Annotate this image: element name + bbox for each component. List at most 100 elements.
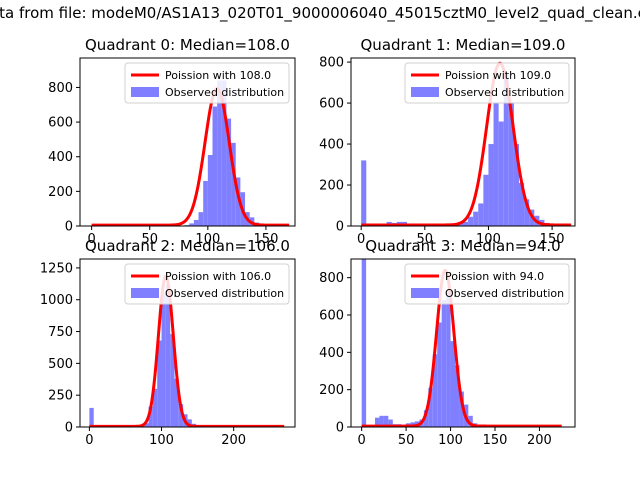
y-tick-label: 400 <box>319 346 344 361</box>
histogram-bar <box>89 407 94 427</box>
histogram-bar <box>441 300 447 427</box>
y-tick-label: 800 <box>48 81 73 96</box>
legend-box <box>404 62 570 104</box>
y-tick-label: 400 <box>319 138 344 153</box>
histogram-bar <box>463 221 469 226</box>
y-tick-label: 250 <box>48 389 73 404</box>
histogram-bar <box>203 180 208 226</box>
histogram-bar <box>432 354 438 427</box>
y-tick-label: 600 <box>319 97 344 112</box>
plot-area <box>360 61 572 226</box>
histogram-bar <box>212 106 218 226</box>
histogram-bar <box>473 211 479 226</box>
panel-quadrant-3: 0 50 100 150 200 0 200 400 600 800 Poission with 9… <box>319 237 576 448</box>
histogram-bar <box>187 419 192 427</box>
legend-label-fit: Poission with 94.0 <box>445 270 544 283</box>
y-tick-label: 0 <box>336 220 344 235</box>
legend-hist-swatch <box>131 87 159 97</box>
legend-label-hist: Observed distribution <box>445 287 564 300</box>
histogram-bar <box>361 160 367 226</box>
histogram-bar <box>361 259 367 427</box>
histogram-bar <box>152 388 158 427</box>
panel-quadrant-2: 0 100 200 0 250 500 750 1000 1250 Poission with 1… <box>40 237 296 448</box>
histogram-bar <box>488 144 494 226</box>
subplot-title: Quadrant 3: Median=94.0 <box>365 237 560 255</box>
histogram-bar <box>379 415 384 427</box>
legend-hist-swatch <box>411 288 439 298</box>
x-tick-label: 50 <box>417 232 434 247</box>
histogram-bar <box>189 223 194 226</box>
x-tick-label: 0 <box>358 433 366 448</box>
legend-box <box>124 263 290 305</box>
x-tick-label: 100 <box>195 232 220 247</box>
histogram-bar <box>165 284 171 427</box>
histogram-bar <box>483 174 489 226</box>
y-tick-label: 800 <box>319 56 344 71</box>
histogram-bar <box>524 199 530 226</box>
legend-label-hist: Observed distribution <box>445 86 564 99</box>
histogram-bar <box>503 74 509 226</box>
histogram-bar <box>161 293 166 427</box>
x-tick-label: 100 <box>438 433 463 448</box>
histogram-bar <box>513 144 519 226</box>
histogram-bar <box>178 404 184 427</box>
plot-area <box>91 80 290 226</box>
histogram-bar <box>508 103 514 226</box>
histogram-bar <box>375 417 380 427</box>
histogram-bar <box>144 423 149 427</box>
x-tick-label: 0 <box>357 232 365 247</box>
legend-hist-swatch <box>131 288 159 298</box>
panel-quadrant-0: 0 50 100 150 0 200 400 600 800 Poission with 108.… <box>48 36 296 247</box>
histogram-bar <box>493 103 499 226</box>
x-tick-label: 200 <box>527 433 552 448</box>
y-tick-label: 200 <box>319 383 344 398</box>
y-tick-label: 200 <box>48 185 73 200</box>
axes-frame <box>79 57 296 227</box>
y-tick-label: 750 <box>48 325 73 340</box>
plot-area <box>88 274 285 427</box>
legend-box <box>404 263 570 305</box>
subplot-title: Quadrant 1: Median=109.0 <box>361 36 566 54</box>
x-tick-label: 200 <box>221 433 246 448</box>
y-tick-label: 1250 <box>40 261 73 276</box>
x-tick-label: 150 <box>483 433 508 448</box>
histogram-bar <box>468 216 474 226</box>
legend-box <box>124 62 290 104</box>
x-tick-label: 50 <box>398 433 415 448</box>
legend-label-fit: Poission with 109.0 <box>445 69 551 82</box>
histogram-bar <box>450 341 455 427</box>
histogram-bar <box>235 177 241 226</box>
histogram-bar <box>455 365 460 427</box>
histogram-bar <box>157 340 162 427</box>
y-tick-label: 0 <box>65 421 73 436</box>
histogram-bar <box>148 406 153 427</box>
histogram-bar <box>446 292 451 427</box>
y-tick-label: 200 <box>319 179 344 194</box>
x-tick-label: 0 <box>87 232 95 247</box>
x-tick-label: 0 <box>85 433 93 448</box>
histogram-bar <box>217 80 222 226</box>
legend-hist-swatch <box>411 87 439 97</box>
histogram-bar <box>198 212 204 226</box>
axes-frame <box>79 258 296 428</box>
histogram-bar <box>478 203 484 226</box>
histogram-bar <box>207 154 213 226</box>
plot-area <box>361 259 563 427</box>
x-tick-label: 150 <box>540 232 565 247</box>
y-tick-label: 600 <box>48 116 73 131</box>
histogram-bar <box>174 378 179 427</box>
legend-label-hist: Observed distribution <box>165 287 284 300</box>
histogram-bar <box>388 419 393 427</box>
poisson-fit-line <box>88 274 285 427</box>
subplot-title: Quadrant 2: Median=106.0 <box>85 237 290 255</box>
axes-frame <box>350 57 576 227</box>
panel-quadrant-1: 0 50 100 150 0 200 400 600 800 Poission with 109.… <box>319 36 576 247</box>
y-tick-label: 0 <box>336 421 344 436</box>
x-tick-label: 100 <box>476 232 501 247</box>
x-tick-label: 50 <box>141 232 158 247</box>
histogram-bar <box>231 142 236 226</box>
y-tick-label: 800 <box>319 271 344 286</box>
histogram-bar <box>383 415 389 427</box>
